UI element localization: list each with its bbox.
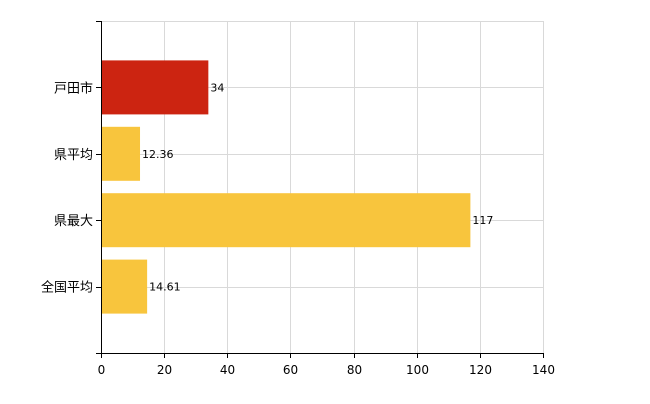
x-tick-label-60: 60 bbox=[283, 363, 298, 377]
data-label-2: 117 bbox=[472, 214, 493, 227]
axes bbox=[96, 21, 544, 358]
x-tick-label-20: 20 bbox=[157, 363, 172, 377]
x-tick-label-0: 0 bbox=[98, 363, 106, 377]
data-label-0: 34 bbox=[210, 81, 224, 94]
data-label-1: 12.36 bbox=[142, 148, 174, 161]
x-tick-label-40: 40 bbox=[220, 363, 235, 377]
x-tick-label-140: 140 bbox=[532, 363, 555, 377]
category-label-0: 戸田市 bbox=[54, 80, 93, 96]
x-tick-label-100: 100 bbox=[406, 363, 429, 377]
category-label-3: 全国平均 bbox=[41, 280, 93, 296]
category-label-1: 県平均 bbox=[54, 148, 93, 163]
bar-3 bbox=[102, 259, 148, 314]
bar-0 bbox=[102, 60, 209, 115]
x-tick-label-120: 120 bbox=[469, 363, 492, 377]
bars bbox=[102, 60, 471, 314]
bar-2 bbox=[102, 193, 471, 248]
data-label-3: 14.61 bbox=[149, 281, 181, 294]
labels: 34 戸田市 12.36 県平均 117 県最大 14.61 全国平均 0 20 40 60 80 100… bbox=[41, 80, 555, 377]
category-label-2: 県最大 bbox=[54, 214, 93, 229]
bar-1 bbox=[102, 126, 141, 181]
x-tick-label-80: 80 bbox=[347, 363, 362, 377]
